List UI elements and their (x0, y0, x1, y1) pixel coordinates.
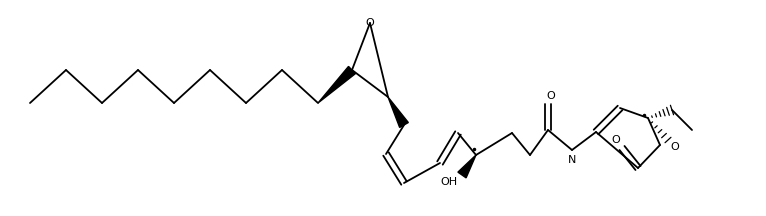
Text: N: N (568, 155, 576, 165)
Text: O: O (547, 91, 555, 101)
Text: OH: OH (440, 177, 457, 187)
Polygon shape (388, 97, 408, 127)
Text: O: O (670, 142, 679, 152)
Polygon shape (318, 66, 355, 103)
Text: O: O (365, 18, 375, 28)
Polygon shape (458, 155, 476, 178)
Text: O: O (611, 135, 620, 145)
